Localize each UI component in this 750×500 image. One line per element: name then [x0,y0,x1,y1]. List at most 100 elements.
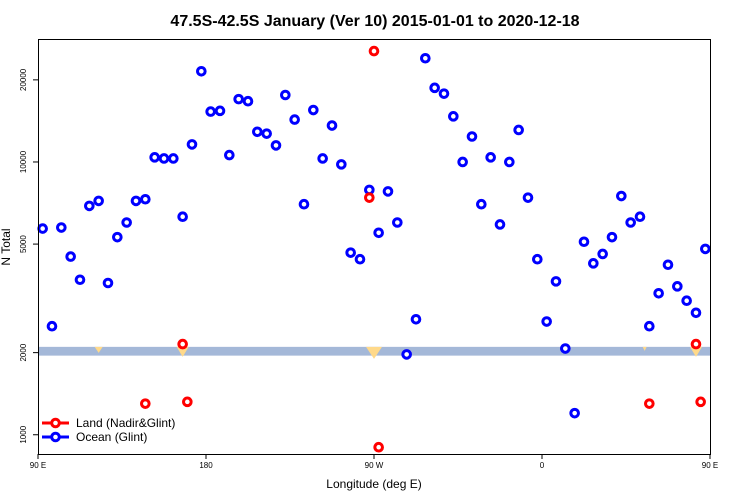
ocean-point [261,128,272,139]
ocean-point [242,95,254,107]
y-axis-label: N Total [0,228,13,265]
x-tick-label: 90 E [30,461,46,470]
ocean-point [606,231,618,243]
ocean-point [354,253,366,265]
ocean-point [438,88,450,99]
plot-frame [38,39,711,455]
ocean-point [336,159,347,170]
plot-area [37,45,711,453]
y-tick-label: 1000 [19,425,28,443]
ocean-point [46,320,58,332]
ocean-point [214,105,226,117]
ocean-point [401,349,412,360]
ocean-point [560,343,571,354]
ocean-point [504,156,515,168]
ocean-point [326,120,338,131]
ocean-point [550,276,562,287]
y-axis: 1000 2000 5000 10000 20000 [19,68,38,444]
ocean-point [700,243,711,255]
ocean-point [634,211,646,223]
ocean-point [382,186,394,197]
ocean-point [429,82,440,94]
ocean-point [662,259,674,271]
land-series [140,45,706,453]
ocean-point [37,223,48,234]
x-axis-label: Longitude (deg E) [326,477,421,491]
x-tick-label: 90 W [365,461,384,470]
ocean-point [569,407,580,419]
ocean-point [420,52,431,64]
ocean-point [541,316,552,327]
ocean-point [672,281,683,292]
ocean-point [690,307,702,319]
x-tick-label: 180 [199,461,213,470]
band-highlight-mark [642,346,647,351]
ocean-point [466,131,478,142]
y-tick-label: 20000 [19,68,28,91]
ocean-point [448,111,459,122]
ocean-point [289,114,300,125]
land-point [690,338,702,350]
ocean-point [308,104,319,116]
x-axis: 90 E 180 90 W 0 90 E [30,454,718,470]
ocean-point [252,126,263,138]
land-point [182,396,193,408]
ocean-point [270,140,282,151]
ocean-point [476,198,487,210]
ocean-point [392,217,403,228]
ocean-point [56,222,67,233]
ocean-point [298,198,310,210]
ocean-point [373,227,384,239]
ocean-point [597,248,608,260]
y-tick-label: 10000 [19,150,28,173]
ocean-point [65,251,76,262]
ocean-point [186,139,198,150]
legend-land-label: Land (Nadir&Glint) [76,416,175,430]
legend-ocean-label: Ocean (Glint) [76,430,147,444]
band-highlight-mark [94,346,103,353]
band-highlight-mark [176,346,189,357]
ocean-point [653,288,664,299]
ocean-point [233,93,244,105]
ocean-point [130,195,142,207]
ocean-point [625,217,636,228]
ocean-point [410,313,422,325]
y-tick-label: 2000 [19,343,28,361]
legend-ocean-marker [50,431,61,443]
ocean-series [37,52,711,419]
ocean-point [84,200,95,212]
ocean-point [112,231,123,243]
ocean-point [196,65,207,77]
ocean-point [485,152,496,163]
land-point [644,398,655,409]
land-point [373,441,384,453]
ocean-point [578,236,590,248]
ocean-point [317,153,328,164]
ocean-point [494,219,506,230]
ocean-point [93,195,104,207]
land-point [364,192,375,203]
ocean-point [644,320,655,332]
ocean-point [149,152,160,163]
legend: Land (Nadir&Glint) Ocean (Glint) [42,416,175,444]
ocean-point [205,106,216,117]
land-point [140,398,151,409]
x-tick-label: 0 [540,461,545,470]
chart-title: 47.5S-42.5S January (Ver 10) 2015-01-01 … [170,13,579,30]
ocean-point [616,190,627,202]
band-highlight-mark [366,346,382,359]
land-point [695,396,706,408]
x-tick-label: 90 E [702,461,718,470]
ocean-point [513,124,524,136]
ocean-point [158,153,170,164]
land-point [368,45,380,57]
land-point [177,338,188,350]
ocean-point [140,193,151,205]
ocean-point [224,149,235,161]
ocean-point [177,211,188,223]
ocean-point [168,153,179,164]
band-highlight-mark [690,346,702,357]
ocean-point [121,217,132,228]
ocean-point [345,247,356,258]
